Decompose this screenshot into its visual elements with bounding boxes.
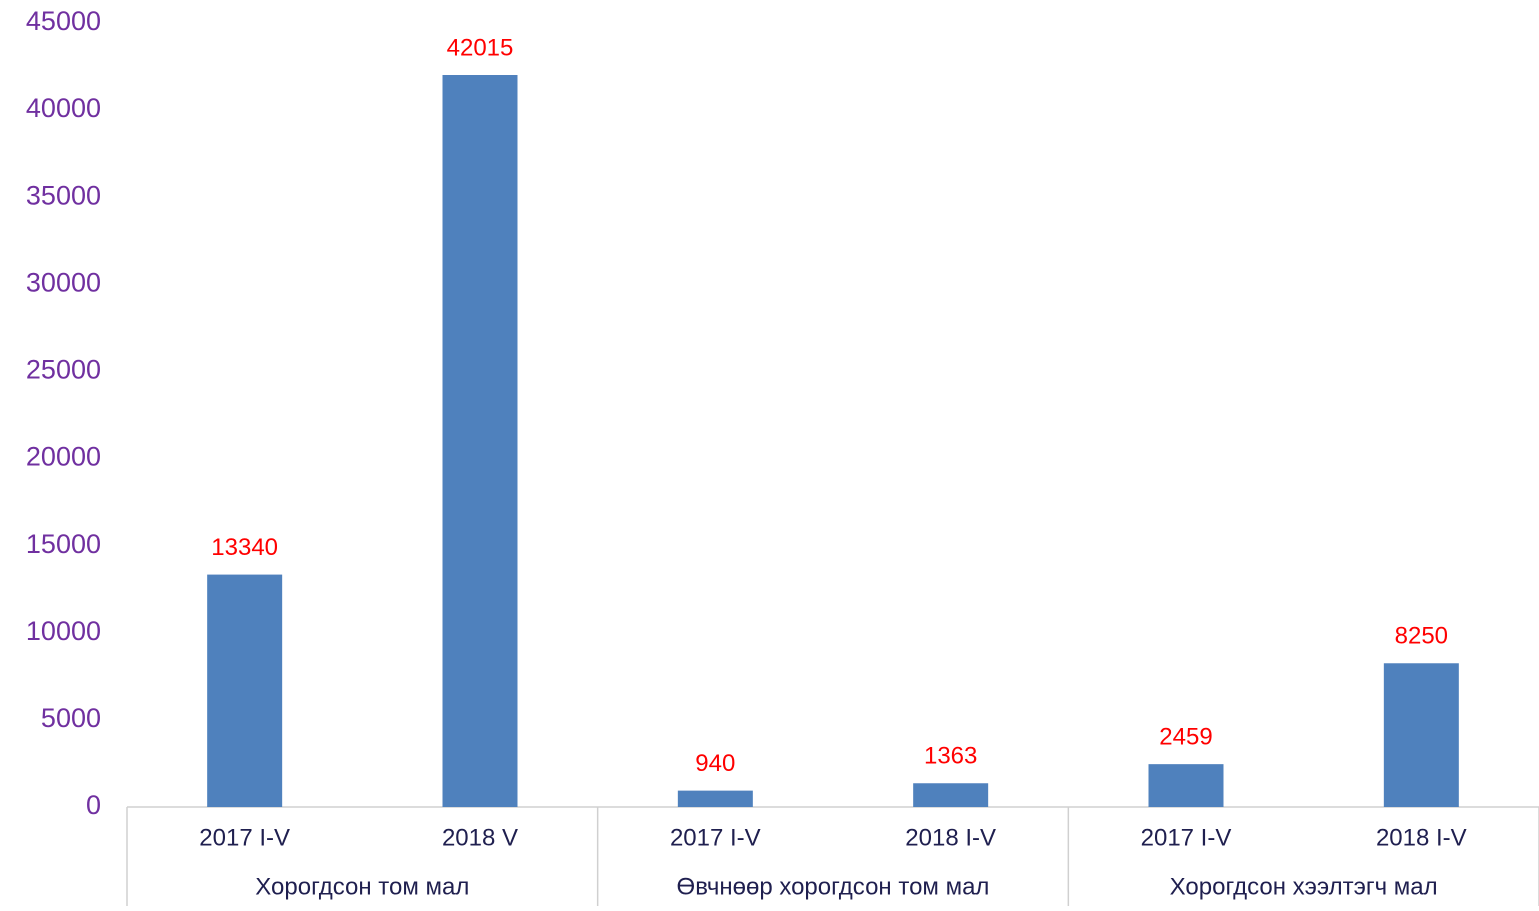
y-tick-label: 15000 (26, 529, 101, 559)
bar (1148, 764, 1224, 807)
x-tick-label: 2017 I-V (199, 824, 290, 851)
y-tick-label: 25000 (26, 355, 101, 385)
x-tick-label: 2018 V (442, 824, 518, 851)
value-label: 1363 (924, 743, 977, 770)
y-tick-label: 10000 (26, 616, 101, 646)
value-label: 8250 (1395, 623, 1448, 650)
group-label: Хорогдсон хээлтэгч мал (1170, 873, 1438, 900)
value-label: 42015 (447, 34, 514, 61)
y-tick-label: 40000 (26, 93, 101, 123)
group-label: Өвчнөөр хорогдсон том мал (677, 873, 990, 900)
bar (1383, 663, 1459, 807)
value-label: 13340 (211, 534, 278, 561)
x-tick-label: 2018 I-V (905, 824, 996, 851)
y-tick-label: 5000 (41, 703, 101, 733)
value-label: 940 (695, 750, 735, 777)
value-label: 2459 (1159, 724, 1212, 751)
bar (677, 790, 753, 807)
x-tick-label: 2017 I-V (1141, 824, 1232, 851)
y-tick-label: 45000 (26, 6, 101, 36)
y-tick-label: 20000 (26, 442, 101, 472)
y-tick-label: 30000 (26, 267, 101, 297)
y-tick-label: 0 (86, 790, 101, 820)
group-label: Хорогдсон том мал (255, 873, 469, 900)
bar (913, 783, 989, 807)
bar (207, 574, 283, 807)
bar (442, 75, 518, 808)
x-tick-label: 2018 I-V (1376, 824, 1467, 851)
y-tick-label: 35000 (26, 180, 101, 210)
x-tick-label: 2017 I-V (670, 824, 761, 851)
